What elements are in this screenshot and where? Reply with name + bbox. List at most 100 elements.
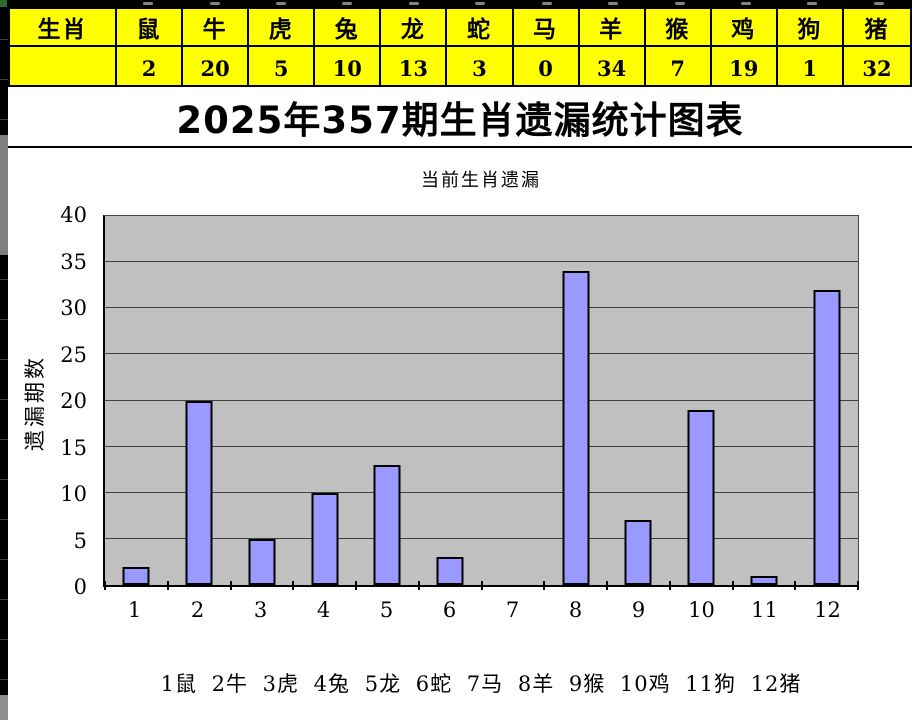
spreadsheet-row-header-strip [0,0,8,720]
x-tick-label-12: 12 [814,598,841,622]
y-axis-tick-labels: 0 5 10 15 20 25 30 35 40 [0,203,95,599]
x-axis-tick [355,581,357,590]
y-tick-label-35: 35 [60,249,87,274]
x-axis-tick [606,581,608,590]
column-letter-remnant [740,2,751,5]
zodiac-header-cell-6[interactable]: 蛇 [447,9,514,47]
gridline-25 [105,353,858,355]
zodiac-header-cell-10[interactable]: 鸡 [711,9,778,47]
x-axis-tick [794,581,797,590]
bar-12 [813,289,841,585]
zodiac-header-cell-9[interactable]: 猴 [645,9,712,47]
gridline-30 [105,307,858,309]
x-axis-tick [104,581,106,590]
gridline-35 [105,261,858,263]
chart-title: 当前生肖遗漏 [421,170,541,191]
column-letter-remnant [475,2,486,5]
column-letter-remnant [807,2,818,5]
omission-value-cell-9[interactable]: 7 [646,47,712,89]
column-letter-remnant [209,2,220,5]
x-axis-tick [480,581,483,590]
bar-chart-plot-area [103,215,859,590]
zodiac-header-cell-12[interactable]: 猪 [843,9,910,47]
omission-value-cell-1[interactable]: 2 [117,47,184,89]
x-tick-label-5: 5 [379,598,394,622]
column-letter-remnant [608,2,619,5]
bar-5 [373,465,401,585]
zodiac-omission-table: 生肖鼠牛虎兔龙蛇马羊猴鸡狗猪 2 20 5 10 13 3 0 34 7 19 1 32 [8,7,912,89]
x-axis-tick [543,581,546,590]
x-axis-tick-labels: 1 2 3 4 5 6 7 8 9 10 11 12 [103,598,859,626]
omission-value-cell-11[interactable]: 1 [778,47,844,89]
gridline-5 [105,537,858,539]
x-tick-label-2: 2 [190,598,205,622]
zodiac-header-cell-8[interactable]: 羊 [579,9,646,47]
y-tick-label-40: 40 [60,203,87,227]
empty-label-cell[interactable] [10,47,117,89]
omission-value-cell-4[interactable]: 10 [315,47,382,89]
omission-value-cell-5[interactable]: 13 [381,47,448,89]
x-axis-tick [857,581,859,590]
bar-4 [311,492,339,585]
bar-9 [624,520,652,585]
x-tick-label-1: 1 [127,598,142,622]
spreadsheet-column-header-strip [8,0,912,7]
y-tick-label-20: 20 [60,389,87,413]
bar-6 [436,557,464,585]
zodiac-header-cell-4[interactable]: 兔 [315,9,382,47]
gridline-20 [105,399,858,401]
x-tick-label-11: 11 [751,598,778,622]
gridline-10 [105,491,858,493]
x-tick-label-10: 10 [688,598,715,622]
omission-value-cell-6[interactable]: 3 [447,47,514,89]
y-tick-label-15: 15 [60,435,87,460]
bar-11 [750,575,778,585]
omission-value-cell-7[interactable]: 0 [514,47,580,89]
zodiac-header-cell-11[interactable]: 狗 [777,9,844,47]
select-all-corner [0,0,7,7]
x-tick-label-7: 7 [505,598,520,622]
x-axis-tick [292,581,295,590]
omission-value-cell-12[interactable]: 32 [862,55,892,81]
zodiac-header-cell-3[interactable]: 虎 [249,9,316,47]
bar-10 [687,409,715,585]
bar-3 [248,538,276,585]
zodiac-header-cell-1[interactable]: 鼠 [117,9,184,47]
y-tick-label-25: 25 [60,342,87,367]
zodiac-header-cell-7[interactable]: 马 [513,9,580,47]
column-letter-remnant [276,2,287,5]
y-tick-label-0: 0 [73,575,87,599]
x-tick-label-4: 4 [316,598,331,622]
omission-value-cell-2[interactable]: 20 [183,47,250,89]
zodiac-header-cell-5[interactable]: 龙 [381,9,448,47]
bar-1 [122,566,150,585]
omission-value-cell-8[interactable]: 34 [580,47,646,89]
column-letter-remnant [873,2,884,5]
column-letter-remnant [674,2,685,5]
zodiac-number-legend: 1鼠 2牛 3虎 4兔 5龙 6蛇 7马 8羊 9猴 10鸡 11狗 12猪 [160,672,802,696]
x-axis-tick [731,581,734,590]
x-axis-tick [166,581,169,590]
zodiac-row-label-cell[interactable]: 生肖 [10,9,117,47]
x-tick-label-8: 8 [568,598,583,622]
omission-value-cell-3[interactable]: 5 [249,47,316,89]
x-tick-label-9: 9 [631,598,646,622]
row-header-bottom-segment [0,695,8,720]
zodiac-header-cell-2[interactable]: 牛 [183,9,250,47]
y-tick-label-10: 10 [60,482,87,506]
bar-8 [562,271,590,585]
column-letter-remnant [541,2,552,5]
title-band: 2025年357期生肖遗漏统计图表 [8,87,912,148]
y-tick-label-30: 30 [60,296,87,320]
page-title: 2025年357期生肖遗漏统计图表 [176,98,744,142]
y-tick-label-5: 5 [73,528,87,553]
x-tick-label-3: 3 [253,598,268,622]
x-axis-tick [417,581,420,590]
column-letter-remnant [143,2,154,5]
x-axis-tick [229,581,232,590]
column-letter-remnant [342,2,353,5]
bar-2 [185,400,213,585]
x-tick-label-6: 6 [442,598,457,622]
x-axis-tick [668,581,671,590]
omission-value-cell-10[interactable]: 19 [712,47,778,89]
